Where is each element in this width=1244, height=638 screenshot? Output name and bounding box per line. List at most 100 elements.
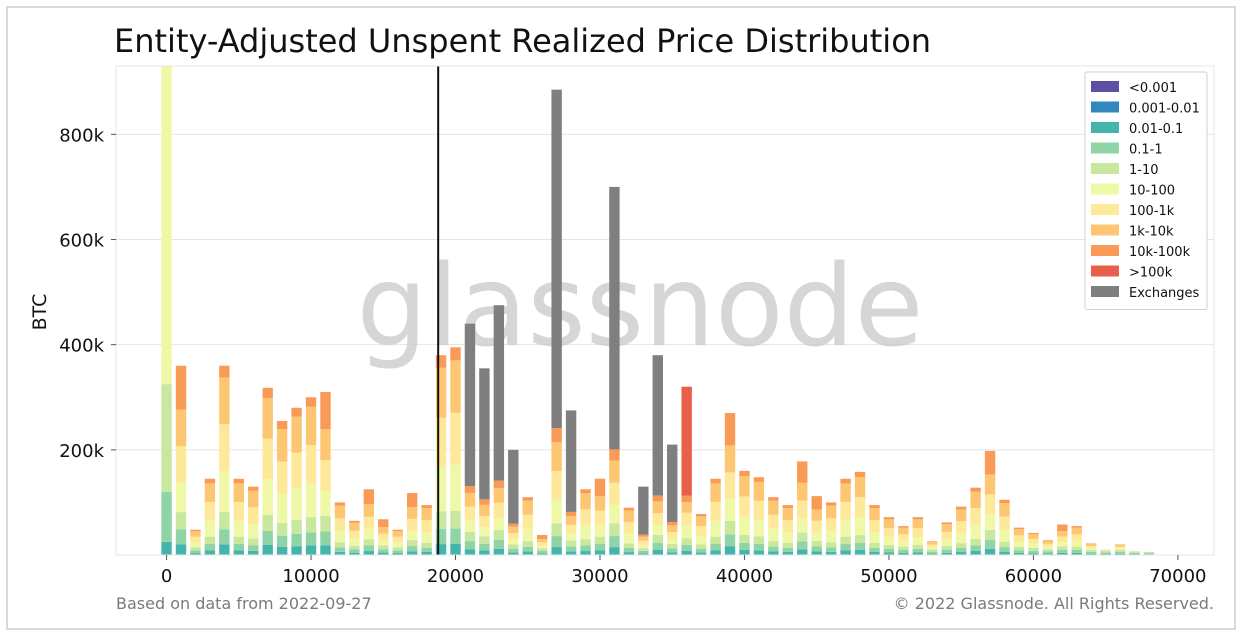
bar-segment xyxy=(479,516,490,528)
y-tick-label: 600k xyxy=(59,231,104,252)
bar-segment xyxy=(204,544,216,551)
bar-segment xyxy=(1028,547,1039,551)
bar-segment xyxy=(811,509,822,521)
bar-segment xyxy=(710,520,721,537)
bar-segment xyxy=(739,549,750,555)
bar-segment xyxy=(320,531,331,546)
bar-segment xyxy=(623,507,635,511)
bar-segment xyxy=(1143,551,1155,554)
bar-segment xyxy=(1071,526,1082,528)
bar-segment xyxy=(652,355,663,496)
bar-segment xyxy=(594,478,606,497)
bar-segment xyxy=(1042,553,1054,555)
bar-segment xyxy=(1013,546,1025,551)
bar-segment xyxy=(984,548,996,555)
bar-segment xyxy=(233,544,244,551)
bar-segment xyxy=(1042,540,1054,541)
bar-segment xyxy=(334,502,346,506)
bar-segment xyxy=(1100,552,1111,554)
bar-segment xyxy=(334,505,346,519)
y-tick-label: 200k xyxy=(59,441,104,462)
bar-segment xyxy=(522,546,533,552)
bar-segment xyxy=(623,510,635,522)
bar-segment xyxy=(710,501,721,521)
bar-segment xyxy=(667,525,678,532)
bar-segment xyxy=(551,470,562,500)
bar-segment xyxy=(609,536,620,548)
bar-segment xyxy=(854,550,866,555)
bar-segment xyxy=(667,444,678,523)
bar-segment xyxy=(248,545,259,551)
bar-stack xyxy=(363,489,375,555)
bar-stack xyxy=(450,347,461,555)
x-tick-label: 10000 xyxy=(282,566,339,587)
bar-segment xyxy=(334,542,346,548)
bar-stack xyxy=(710,478,721,555)
bar-segment xyxy=(363,489,375,505)
bar-segment xyxy=(1042,543,1054,547)
bar-segment xyxy=(508,526,519,534)
x-tick-label: 40000 xyxy=(716,566,773,587)
bar-segment xyxy=(753,519,765,537)
bar-segment xyxy=(363,504,375,517)
bar-segment xyxy=(710,536,721,545)
bar-segment xyxy=(883,545,895,550)
bar-segment xyxy=(363,539,375,546)
bar-segment xyxy=(999,547,1010,552)
bar-segment xyxy=(984,494,996,515)
bar-segment xyxy=(739,534,750,543)
bar-segment xyxy=(565,511,577,517)
bar-segment xyxy=(739,516,750,535)
bar-segment xyxy=(551,499,562,524)
bar-segment xyxy=(392,553,403,555)
legend-swatch xyxy=(1091,183,1119,195)
bar-segment xyxy=(305,545,317,555)
bar-segment xyxy=(522,551,533,555)
bar-segment xyxy=(854,543,866,551)
bar-segment xyxy=(594,544,606,551)
legend-swatch xyxy=(1091,122,1119,133)
bar-segment xyxy=(941,545,952,550)
bar-segment xyxy=(334,518,346,532)
bar-segment xyxy=(869,520,880,533)
bar-segment xyxy=(623,543,635,548)
bar-stack xyxy=(869,505,880,555)
bar-segment xyxy=(551,547,562,555)
bar-segment xyxy=(638,550,649,554)
bar-segment xyxy=(204,501,216,521)
bar-segment xyxy=(435,528,447,545)
bar-segment xyxy=(334,531,346,543)
bar-segment xyxy=(551,523,562,537)
bar-segment xyxy=(493,530,505,541)
bar-stack xyxy=(638,486,649,555)
bar-segment xyxy=(782,532,793,543)
bar-segment xyxy=(1013,552,1025,555)
bar-segment xyxy=(363,529,375,540)
bar-segment xyxy=(623,533,635,544)
legend-swatch xyxy=(1091,265,1119,277)
bar-segment xyxy=(927,553,938,555)
bar-segment xyxy=(941,552,952,555)
bar-segment xyxy=(1042,551,1054,554)
bar-segment xyxy=(219,512,230,530)
bar-segment xyxy=(941,524,952,532)
bar-segment xyxy=(609,523,620,537)
bar-segment xyxy=(276,546,288,555)
bar-segment xyxy=(219,424,230,472)
bar-segment xyxy=(565,533,577,541)
bar-segment xyxy=(464,506,476,521)
bar-segment xyxy=(811,496,822,510)
bar-segment xyxy=(262,514,273,531)
bar-segment xyxy=(782,520,793,533)
bar-segment xyxy=(782,551,793,555)
bar-stack xyxy=(955,506,967,555)
bar-segment xyxy=(609,186,620,450)
bar-segment xyxy=(1086,553,1097,555)
bar-segment xyxy=(522,514,533,529)
bar-segment xyxy=(825,547,837,552)
bar-segment xyxy=(320,515,331,532)
bar-segment xyxy=(652,513,663,526)
bar-segment xyxy=(291,519,302,534)
bar-stack xyxy=(970,487,981,555)
bar-segment xyxy=(1086,547,1097,550)
